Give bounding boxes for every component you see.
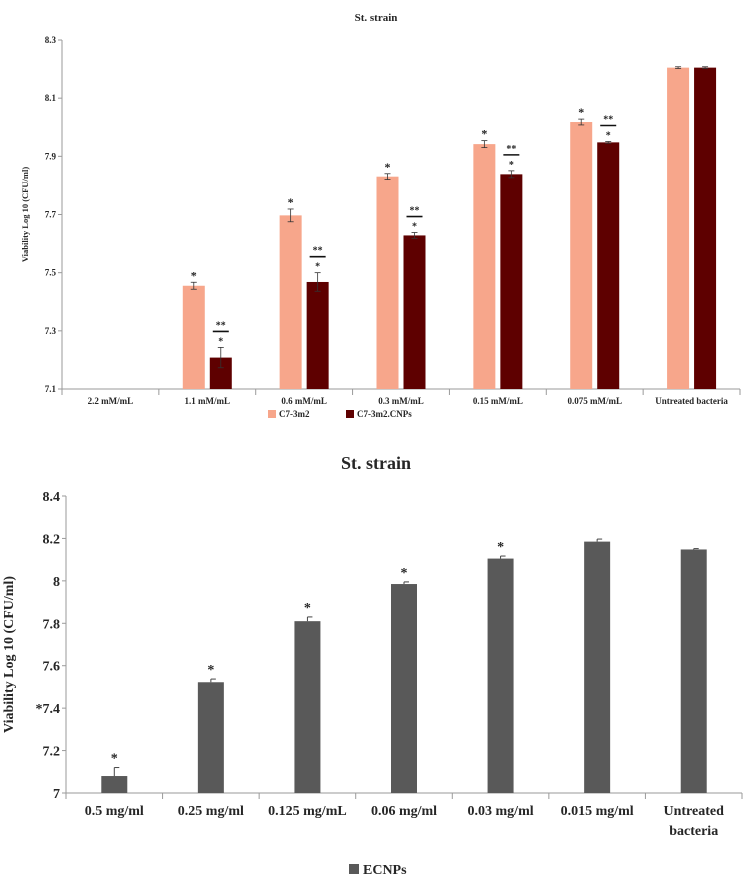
chart-2-x-tick-label: 0.03 mg/ml	[468, 804, 534, 819]
chart-1-legend-swatch	[268, 410, 276, 418]
chart-1-y-tick-label: 7.7	[45, 210, 57, 220]
chart-1-y-tick-label: 8.1	[45, 93, 57, 103]
chart-1-significance-label: *	[288, 195, 294, 209]
chart-1-legend: C7-3m2 C7-3m2.CNPs	[268, 409, 412, 419]
chart-1-significance-label: **	[506, 144, 516, 155]
chart-2-y-tick-label: 7.8	[43, 617, 61, 632]
chart-1-significance-label: *	[509, 160, 514, 171]
chart-1-significance-label: *	[315, 262, 320, 273]
chart-1-x-tick-label: 0.15 mM/mL	[473, 396, 523, 406]
chart-2-y-tick-label: 8.4	[43, 490, 61, 505]
chart-1-significance-label: **	[410, 206, 420, 217]
chart-2-x-tick-label: 0.015 mg/ml	[561, 804, 634, 819]
chart-1-bar-C7-3m2	[667, 67, 690, 390]
chart-1-bar-C7-3m2.CNPs	[306, 281, 329, 389]
chart-1-x-tick-label: 0.3 mM/mL	[378, 396, 424, 406]
chart-2-bar-ECNPs	[101, 776, 128, 793]
chart-2: St. strain 7 7.2 *7.4 7.6 7.8 8 8.2 8.4 Viability…	[2, 453, 743, 877]
chart-1-y-tick-label: 7.9	[45, 151, 57, 161]
chart-1-x-tick-label: 2.2 mM/mL	[88, 396, 134, 406]
chart-2-bar-ECNPs	[197, 682, 224, 793]
chart-2-bar-ECNPs	[584, 541, 611, 793]
chart-1-significance-label: *	[606, 131, 611, 142]
chart-2-y-tick-label: 7.6	[43, 660, 61, 675]
chart-2-y-tick-label: *7.4	[36, 702, 61, 717]
chart-1-bar-C7-3m2.CNPs	[403, 235, 426, 389]
chart-1-y-tick-label: 8.3	[45, 35, 57, 45]
chart-1-bar-C7-3m2	[376, 176, 399, 389]
chart-2-title: St. strain	[341, 453, 411, 473]
chart-1-title: St. strain	[355, 12, 398, 24]
chart-2-significance-label: *	[207, 663, 214, 678]
chart-1-bar-C7-3m2.CNPs	[694, 67, 717, 390]
chart-2-bar-ECNPs	[294, 621, 321, 793]
chart-1-bar-C7-3m2	[182, 285, 205, 389]
chart-2-significance-label: *	[497, 540, 504, 555]
chart-2-significance-label: *	[304, 601, 311, 616]
chart-2-y-label: Viability Log 10 (CFU/ml)	[2, 576, 17, 733]
chart-1-y-label: Viability Log 10 (CFU/ml)	[20, 167, 30, 262]
chart-2-significance-label: *	[111, 752, 118, 767]
chart-2-x-tick-label: Untreated bacteria	[664, 804, 725, 839]
chart-2-x-tick-label: 0.06 mg/ml	[371, 804, 437, 819]
chart-1-bar-C7-3m2	[570, 122, 593, 389]
chart-1-bar-C7-3m2	[279, 215, 302, 389]
chart-1-bar-C7-3m2.CNPs	[209, 357, 232, 389]
chart-2-legend: ECNPs	[349, 863, 407, 877]
chart-2-y-tick-label: 7	[53, 787, 60, 802]
chart-1-y-tick-label: 7.1	[45, 384, 57, 394]
chart-1-y-tick-label: 7.5	[45, 268, 57, 278]
chart-1-significance-label: *	[191, 268, 197, 282]
chart-1-y-tick-label: 7.3	[45, 326, 57, 336]
chart-2-legend-swatch	[349, 864, 359, 874]
chart-2-significance-label: *	[401, 566, 408, 581]
chart-1-legend-swatch	[346, 410, 354, 418]
chart-1-bar-C7-3m2.CNPs	[500, 174, 523, 389]
chart-1-x-tick-label: 1.1 mM/mL	[185, 396, 231, 406]
chart-2-y-tick-label: 8	[53, 575, 60, 590]
chart-2-y-tick-label: 7.2	[43, 745, 61, 760]
chart-1-legend-label: C7-3m2.CNPs	[357, 409, 412, 419]
chart-1-significance-label: *	[578, 105, 584, 119]
chart-2-x-tick-label: 0.125 mg/mL	[268, 804, 347, 819]
chart-2-bar-ECNPs	[391, 584, 417, 793]
chart-1-significance-label: *	[218, 336, 223, 347]
chart-2-x-tick-label: 0.5 mg/ml	[85, 804, 144, 819]
chart-2-legend-label: ECNPs	[363, 863, 407, 877]
chart-1-significance-label: **	[216, 320, 226, 331]
chart-2-bar-ECNPs	[680, 549, 707, 793]
chart-1-x-tick-label: 0.075 mM/mL	[567, 396, 622, 406]
chart-2-y-tick-label: 8.2	[43, 532, 61, 547]
chart-1-legend-label: C7-3m2	[279, 409, 310, 419]
chart-1-significance-label: **	[313, 246, 323, 257]
chart-2-x-tick-label: 0.25 mg/ml	[178, 804, 244, 819]
chart-1-x-tick-label: 0.6 mM/mL	[281, 396, 327, 406]
chart-1: St. strain 7.1 7.3 7.5 7.7 7.9 8.1 8.3 Viability…	[20, 12, 741, 419]
chart-1-significance-label: *	[385, 160, 391, 174]
chart-1-bar-C7-3m2.CNPs	[597, 142, 620, 389]
chart-1-x-tick-label: Untreated bacteria	[655, 396, 728, 406]
chart-1-significance-label: *	[412, 222, 417, 233]
chart-1-bar-C7-3m2	[473, 144, 496, 389]
chart-1-significance-label: **	[603, 115, 613, 126]
chart-1-significance-label: *	[481, 127, 487, 141]
chart-2-bar-ECNPs	[487, 558, 514, 793]
